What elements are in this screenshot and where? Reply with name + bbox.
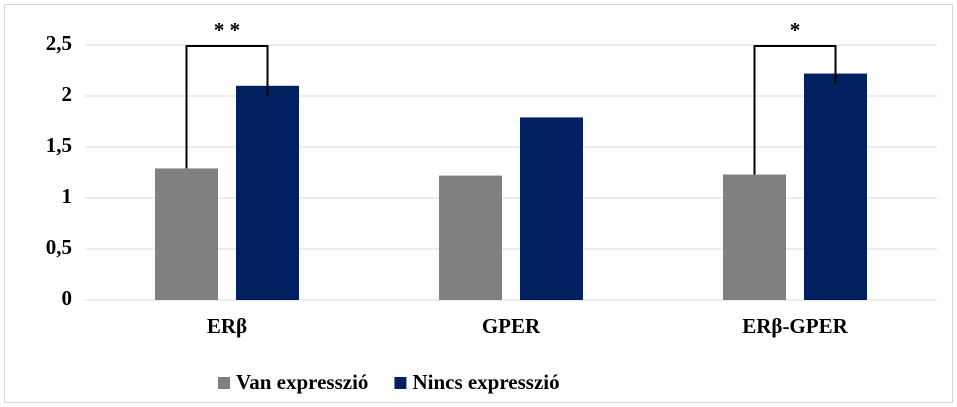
- x-tick-label: ERβ-GPER: [742, 314, 848, 338]
- significance-label: *: [790, 18, 801, 42]
- significance-bracket: [753, 45, 837, 175]
- y-tick-label: 0,5: [46, 235, 72, 259]
- legend-swatch: [394, 377, 407, 389]
- bar: [723, 174, 786, 300]
- y-tick-label: 0: [62, 286, 73, 310]
- legend-swatch: [218, 377, 230, 389]
- bar: [520, 117, 583, 300]
- bar: [804, 73, 867, 300]
- x-tick-label: ERβ: [207, 314, 247, 338]
- bar: [439, 175, 502, 300]
- x-tick-label: GPER: [482, 314, 541, 338]
- legend-label: Van expresszió: [236, 370, 368, 394]
- y-tick-label: 1,5: [46, 133, 72, 157]
- bar: [236, 85, 299, 300]
- y-tick-label: 2,5: [46, 31, 72, 55]
- bar: [155, 168, 218, 300]
- significance-label: * *: [214, 18, 240, 42]
- legend-label: Nincs expresszió: [412, 370, 559, 394]
- y-tick-label: 1: [62, 184, 73, 208]
- y-tick-label: 2: [62, 82, 73, 106]
- significance-bracket: [185, 45, 269, 169]
